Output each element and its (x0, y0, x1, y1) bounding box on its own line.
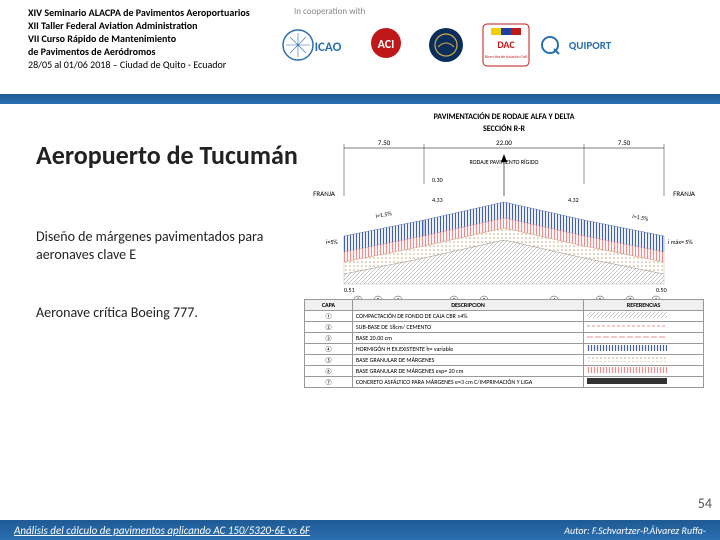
svg-text:DAC: DAC (497, 38, 515, 51)
svg-text:QUIPORT: QUIPORT (569, 39, 612, 52)
svg-text:7.50: 7.50 (618, 138, 631, 147)
footer-author: Autor: F.Schvartzer-P.Álvarez Ruffa- (564, 524, 706, 537)
alacpa-logo (420, 22, 472, 68)
legend-table: CAPADESCRIPCIONREFERENCIAS ①COMPACTACIÓN… (304, 299, 704, 388)
header-text: XIV Seminario ALACPA de Pavimentos Aerop… (28, 6, 250, 71)
svg-text:0.50: 0.50 (656, 286, 667, 294)
svg-text:ACI: ACI (378, 38, 395, 52)
slide-title: Aeropuerto de Tucumán (36, 140, 298, 170)
svg-text:22.00: 22.00 (496, 138, 512, 147)
footer-bar: Análisis del cálculo de pavimentos aplic… (0, 520, 720, 540)
svg-text:FRANJA: FRANJA (313, 189, 336, 198)
svg-text:4.33: 4.33 (432, 196, 443, 204)
svg-text:7.50: 7.50 (378, 138, 391, 147)
slide-subtitle: Diseño de márgenes pavimentados para aer… (36, 228, 276, 264)
svg-text:i=1.5%: i=1.5% (375, 209, 393, 220)
cross-section-diagram: PAVIMENTACIÓN DE RODAJE ALFA Y DELTA SEC… (304, 112, 704, 388)
quiport-logo: QUIPORT (540, 22, 624, 68)
partner-logos: ICAO ACI DACDirección de Aviación Civil … (280, 22, 624, 68)
icao-logo: ICAO (280, 22, 352, 68)
aci-logo: ACI (360, 22, 412, 68)
cooperation-label: In cooperation with (294, 6, 365, 17)
svg-text:ICAO: ICAO (315, 40, 342, 55)
svg-text:0.51: 0.51 (344, 286, 355, 294)
svg-text:i máx= 5%: i máx= 5% (668, 238, 693, 246)
svg-text:0.30: 0.30 (432, 176, 443, 184)
page-number: 54 (698, 495, 712, 512)
svg-text:i=1.5%: i=1.5% (632, 212, 650, 223)
header-divider-bar (0, 94, 720, 104)
footer-title: Análisis del cálculo de pavimentos aplic… (14, 524, 310, 537)
svg-text:i=5%: i=5% (326, 238, 338, 246)
dac-logo: DAC Dirección de Aviación Civil (480, 22, 532, 68)
svg-text:Dirección de Aviación Civil: Dirección de Aviación Civil (485, 55, 528, 60)
svg-text:4.32: 4.32 (568, 196, 579, 204)
critical-aircraft: Aeronave crítica Boeing 777. (36, 304, 198, 321)
svg-text:FRANJA: FRANJA (673, 189, 696, 198)
